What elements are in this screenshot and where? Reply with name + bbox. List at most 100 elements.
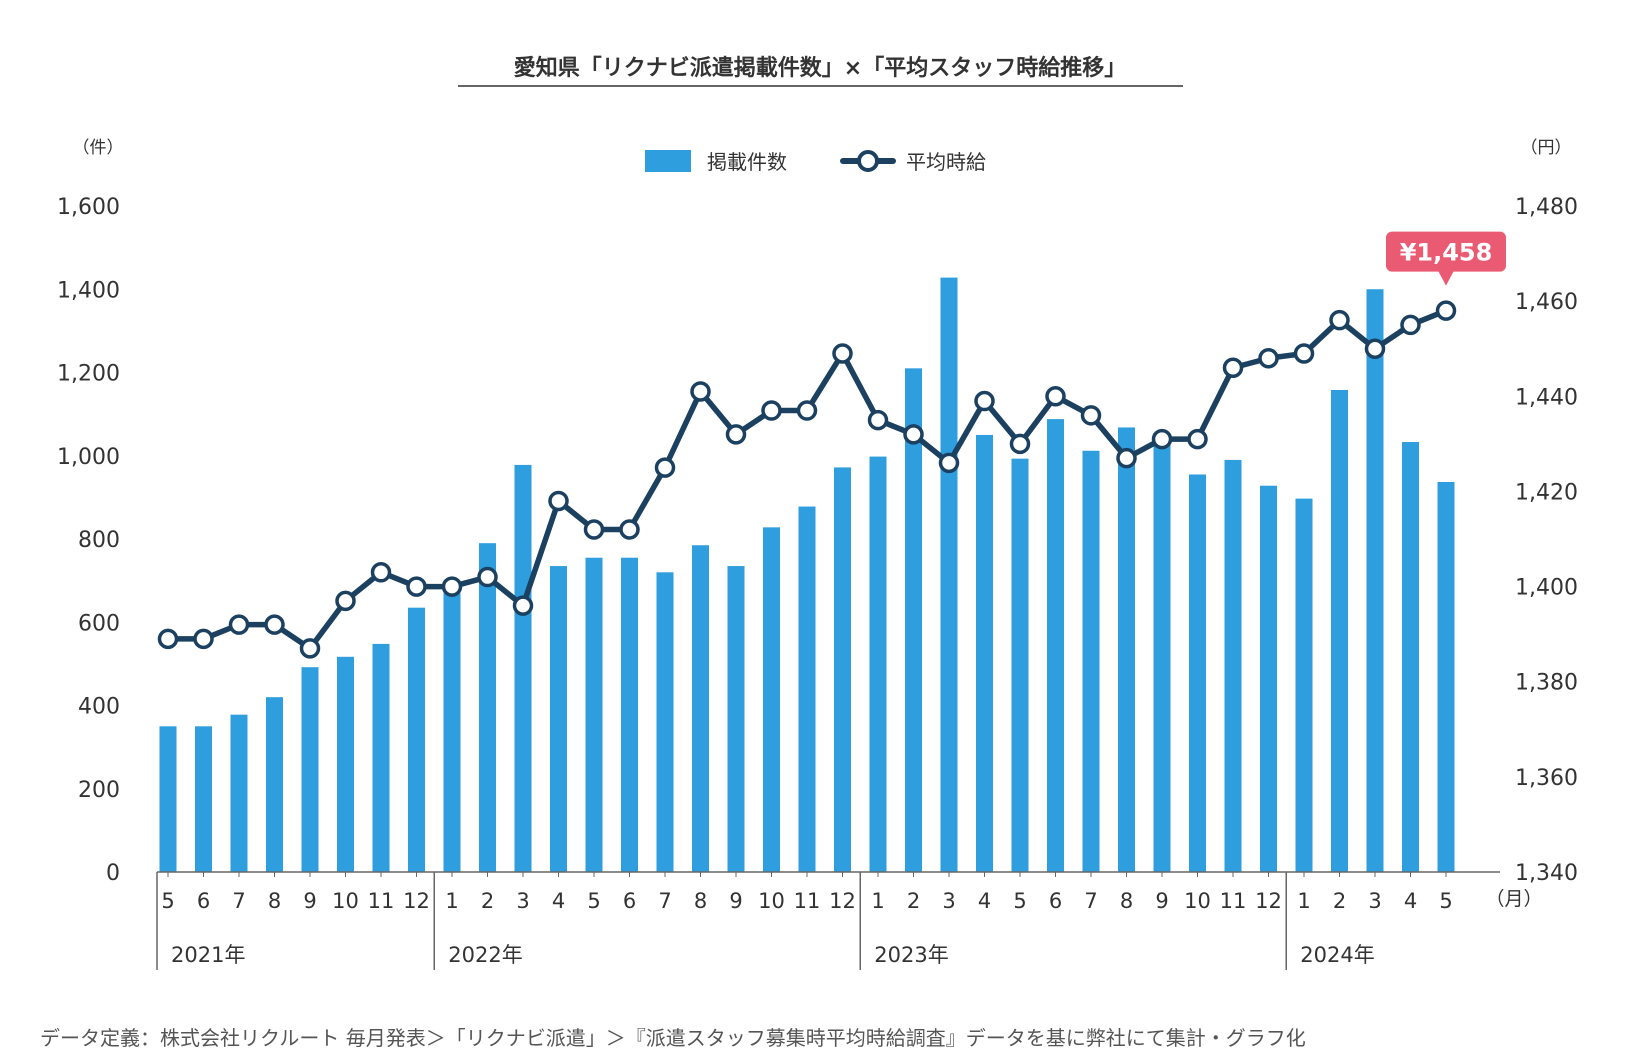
value-callout: ¥1,458: [1386, 231, 1506, 286]
bar: [1402, 442, 1419, 872]
x-tick-label: 7: [1084, 889, 1097, 913]
left-tick-label: 1,200: [57, 362, 120, 387]
bar: [443, 593, 461, 872]
bar: [1437, 481, 1455, 872]
bar: [1366, 289, 1384, 872]
x-tick-label: 6: [623, 889, 636, 913]
bar: [1224, 459, 1242, 872]
line-point: [406, 576, 427, 597]
left-axis: 0 200 400 600 800 1,000 1,200 1,400 1,600: [57, 195, 120, 886]
left-axis-unit: （件）: [73, 138, 124, 158]
x-tick-label: 9: [303, 889, 316, 913]
bar: [1153, 443, 1171, 872]
right-tick-label: 1,400: [1515, 576, 1578, 601]
x-tick-label: 2: [481, 889, 494, 913]
line-point: [1009, 433, 1031, 455]
line-point: [512, 595, 534, 616]
line-series: [157, 300, 1457, 659]
right-tick-label: 1,380: [1515, 671, 1578, 696]
line-point: [583, 519, 605, 540]
line-point: [1187, 428, 1208, 450]
x-tick-label: 7: [658, 889, 671, 913]
legend-bar-swatch: [645, 150, 691, 172]
line-point: [1435, 300, 1457, 321]
line-point: [1364, 338, 1386, 359]
line-point: [477, 566, 498, 588]
legend: 掲載件数 平均時給: [645, 150, 986, 174]
x-axis-unit: （月）: [1485, 888, 1542, 910]
bar: [408, 607, 425, 872]
line-point: [619, 519, 640, 540]
line-point: [796, 400, 818, 421]
year-label: 2024年: [1300, 943, 1374, 967]
right-axis: 1,340 1,360 1,380 1,400 1,420 1,440 1,460 1,480: [1515, 195, 1578, 886]
line-point: [1045, 386, 1066, 407]
line-point: [264, 614, 285, 635]
x-tick-label: 4: [552, 889, 565, 913]
bar: [479, 543, 496, 872]
bar: [1189, 474, 1206, 872]
left-tick-label: 1,600: [57, 195, 120, 220]
year-label: 2021年: [171, 943, 245, 967]
bar: [834, 467, 851, 872]
callout-label: ¥1,458: [1400, 239, 1493, 267]
left-tick-label: 600: [78, 611, 120, 636]
bar: [1331, 389, 1348, 872]
bar: [656, 572, 674, 872]
left-tick-label: 200: [78, 778, 120, 803]
bar: [372, 643, 390, 872]
x-tick-label: 8: [268, 889, 281, 913]
line-point: [1116, 447, 1137, 469]
year-label: 2023年: [874, 943, 948, 967]
line-point: [1151, 428, 1173, 450]
x-tick-label: 5: [1013, 889, 1026, 913]
legend-line-marker: [857, 150, 879, 172]
bar: [763, 527, 780, 872]
right-tick-label: 1,480: [1515, 195, 1578, 220]
x-tick-label: 12: [1255, 889, 1282, 913]
x-tick-label: 12: [403, 889, 430, 913]
x-tick-label: 5: [161, 889, 174, 913]
bar: [266, 697, 283, 872]
bar: [159, 726, 177, 872]
bar: [869, 456, 887, 872]
year-label: 2022年: [448, 943, 522, 967]
line-point: [193, 628, 214, 650]
line-point: [1258, 347, 1279, 369]
left-tick-label: 800: [78, 528, 120, 553]
line-point: [1080, 405, 1102, 426]
line-point: [974, 390, 995, 412]
bar: [1011, 458, 1029, 872]
bar: [230, 714, 248, 872]
x-tick-label: 1: [871, 889, 884, 913]
x-tick-label: 7: [232, 889, 245, 913]
line-point: [1400, 314, 1421, 336]
x-axis: 5 6 7 8 9 10 11 12 1 2 3 4 5 6 7 8 9 10 11 12 1 2 3 4 5 6 7 8 9 10 11 1…: [156, 871, 1500, 970]
line-point: [335, 590, 356, 612]
right-axis-unit: （円）: [1521, 138, 1572, 158]
line-point: [690, 381, 711, 402]
right-tick-label: 1,440: [1515, 385, 1578, 410]
x-tick-label: 1: [445, 889, 458, 913]
line-point: [228, 614, 250, 635]
legend-bar-label: 掲載件数: [707, 150, 787, 174]
left-tick-label: 400: [78, 695, 120, 720]
line-point: [1222, 357, 1244, 378]
x-tick-label: 11: [794, 889, 821, 913]
callout-pointer: [1438, 270, 1454, 286]
x-tick-label: 6: [1049, 889, 1062, 913]
bar: [301, 667, 319, 872]
x-tick-label: 9: [1155, 889, 1168, 913]
line-point: [370, 562, 392, 583]
bar: [1047, 419, 1064, 872]
bar: [1082, 450, 1100, 872]
bar-series: [159, 277, 1455, 873]
right-tick-label: 1,340: [1515, 861, 1578, 886]
line-point: [157, 628, 179, 650]
bar: [621, 557, 638, 872]
right-tick-label: 1,420: [1515, 480, 1578, 505]
right-tick-label: 1,460: [1515, 290, 1578, 315]
line-point: [832, 343, 853, 364]
line-point: [441, 576, 463, 597]
bar: [585, 557, 603, 872]
